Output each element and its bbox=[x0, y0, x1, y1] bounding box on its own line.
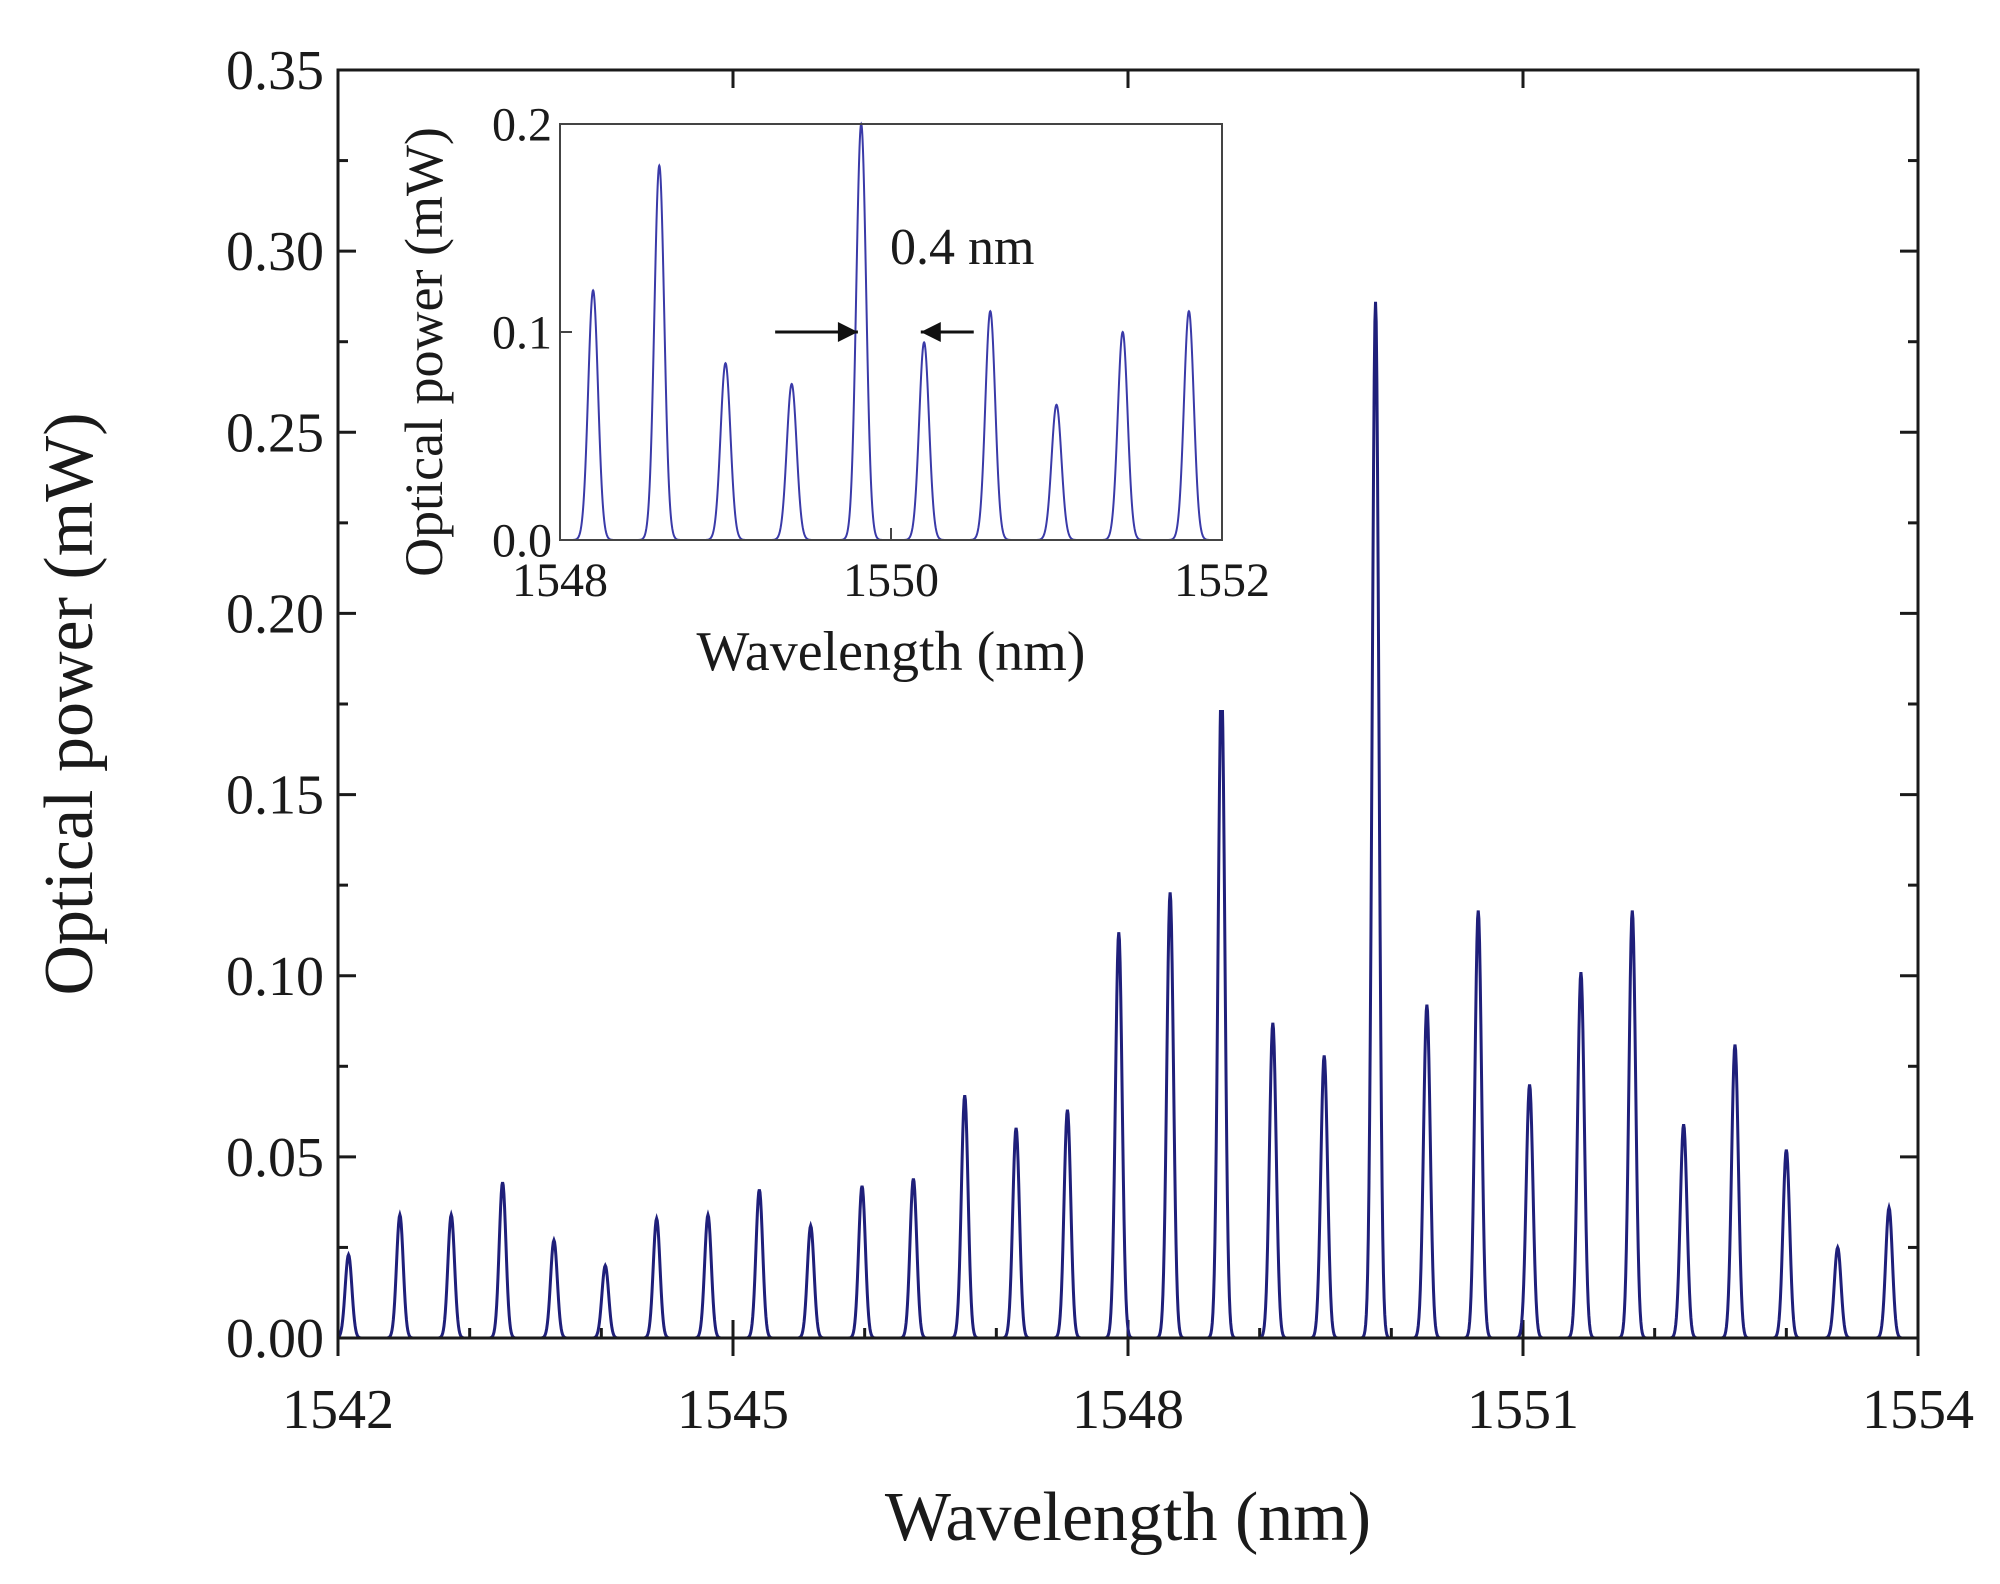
main-x-tick-label: 1548 bbox=[1072, 1379, 1184, 1441]
main-x-tick-label: 1554 bbox=[1862, 1379, 1974, 1441]
inset-x-tick-label: 1548 bbox=[512, 554, 608, 607]
main-plot: 0.000.050.100.150.200.250.300.35 1542 154… bbox=[31, 40, 1974, 1556]
inset-plot-frame bbox=[559, 123, 1223, 541]
inset-x-tick-label: 1550 bbox=[843, 554, 939, 607]
main-y-tick-labels: 0.00 0.05 0.10 0.15 0.20 0.25 0.30 0.35 bbox=[226, 40, 324, 1370]
inset-x-axis-title: Wavelength (nm) bbox=[697, 621, 1086, 683]
inset-x-tick-label: 1552 bbox=[1174, 554, 1270, 607]
main-y-tick-label: 0.00 bbox=[226, 1308, 324, 1370]
inset-y-axis-title: Optical power (mW) bbox=[394, 127, 454, 577]
main-x-axis-title: Wavelength (nm) bbox=[885, 1479, 1371, 1556]
main-y-tick-label: 0.25 bbox=[226, 402, 324, 464]
inset-arrow-head bbox=[837, 322, 858, 342]
main-y-tick-label: 0.35 bbox=[226, 40, 324, 102]
main-y-tick-label: 0.20 bbox=[226, 583, 324, 645]
inset-background bbox=[380, 104, 1282, 710]
inset-x-tick-labels: 1548 1550 1552 bbox=[512, 554, 1270, 607]
main-x-tick-label: 1542 bbox=[282, 1379, 394, 1441]
main-x-tick-labels: 1542 1545 1548 1551 1554 bbox=[282, 1379, 1974, 1441]
main-y-tick-label: 0.10 bbox=[226, 946, 324, 1008]
inset-y-tick-labels: 0.0 0.1 0.2 bbox=[492, 98, 552, 567]
main-y-tick-label: 0.30 bbox=[226, 221, 324, 283]
inset-spacing-arrows bbox=[775, 322, 974, 342]
main-x-tick-label: 1551 bbox=[1467, 1379, 1579, 1441]
inset-arrow-head bbox=[920, 322, 941, 342]
inset-spacing-annotation: 0.4 nm bbox=[890, 219, 1034, 276]
inset-plot: 0.0 0.1 0.2 1548 1550 1552 Wavelength (nm) O… bbox=[380, 98, 1282, 710]
inset-y-tick-label: 0.0 bbox=[492, 514, 552, 567]
main-y-tick-label: 0.05 bbox=[226, 1127, 324, 1189]
main-x-tick-label: 1545 bbox=[677, 1379, 789, 1441]
main-y-axis-title: Optical power (mW) bbox=[31, 412, 108, 995]
inset-y-tick-label: 0.1 bbox=[492, 306, 552, 359]
main-y-tick-label: 0.15 bbox=[226, 765, 324, 827]
main-plot-frame bbox=[336, 68, 1920, 1340]
inset-y-tick-label: 0.2 bbox=[492, 98, 552, 151]
